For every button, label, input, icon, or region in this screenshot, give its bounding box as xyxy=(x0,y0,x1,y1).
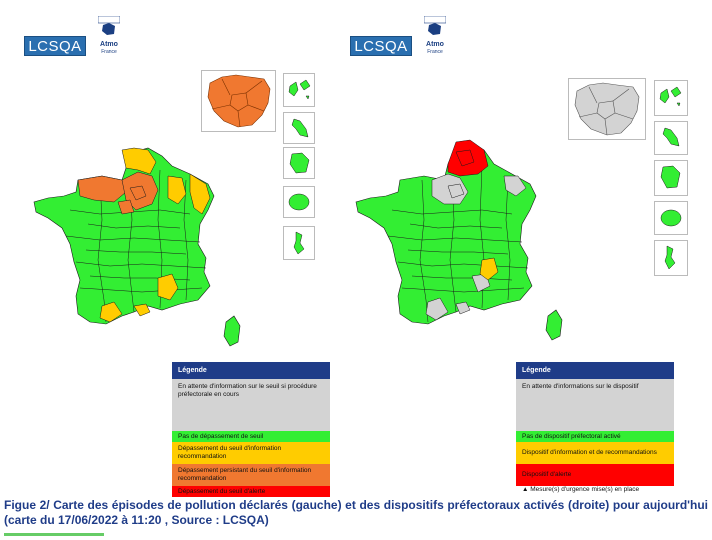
inset-reunion-right xyxy=(654,201,688,235)
atmo-flag-icon xyxy=(423,15,447,35)
legend-left-item-grey: En attente d'information sur le seuil si… xyxy=(172,379,330,431)
legend-left-item-red: Dépassement du seuil d'alerte xyxy=(172,486,330,497)
inset-guyane-left xyxy=(283,147,315,179)
inset-guadeloupe-right xyxy=(654,80,688,116)
caption-underline xyxy=(4,533,104,536)
inset-guadeloupe-left xyxy=(283,73,315,107)
logo-atmo-right: Atmo France xyxy=(422,15,448,58)
legend-left-item-green: Pas de dépassement de seuil xyxy=(172,431,330,442)
inset-idf-left xyxy=(201,70,276,132)
figure-caption: Figue 2/ Carte des épisodes de pollution… xyxy=(4,498,708,527)
atmo-name: Atmo xyxy=(100,41,118,48)
inset-martinique-left xyxy=(283,112,315,144)
legend-right-title: Légende xyxy=(516,362,674,379)
inset-martinique-right xyxy=(654,121,688,155)
logo-atmo-left: Atmo France xyxy=(96,15,122,58)
legend-right-item-green: Pas de dispositif préfectoral activé xyxy=(516,431,674,442)
atmo-sub: France xyxy=(101,49,117,55)
logo-lcsqa-left: LCSQA xyxy=(24,36,86,56)
legend-right-note: ▲ Mesure(s) d'urgence mise(s) en place xyxy=(522,486,640,493)
inset-guyane-right xyxy=(654,160,688,196)
map-france-right xyxy=(355,139,563,341)
inset-mayotte-left xyxy=(283,226,315,260)
atmo-flag-icon xyxy=(97,15,121,35)
legend-right: Légende En attente d'informations sur le… xyxy=(516,362,674,486)
inset-mayotte-right xyxy=(654,240,688,276)
map-france-left xyxy=(33,147,241,347)
atmo-name: Atmo xyxy=(426,41,444,48)
inset-idf-right xyxy=(568,78,646,140)
legend-left: Légende En attente d'information sur le … xyxy=(172,362,330,497)
atmo-sub: France xyxy=(427,49,443,55)
warning-triangle-icon: ▲ xyxy=(522,486,529,493)
inset-reunion-left xyxy=(283,186,315,218)
logo-lcsqa-right: LCSQA xyxy=(350,36,412,56)
legend-left-item-yellow: Dépassement du seuil d'information recom… xyxy=(172,442,330,464)
legend-left-title: Légende xyxy=(172,362,330,379)
legend-right-item-red: Dispositif d'alerte xyxy=(516,464,674,486)
legend-left-item-orange: Dépassement persistant du seuil d'inform… xyxy=(172,464,330,486)
legend-right-item-yellow: Dispositif d'information et de recommand… xyxy=(516,442,674,464)
legend-right-item-grey: En attente d'informations sur le disposi… xyxy=(516,379,674,431)
